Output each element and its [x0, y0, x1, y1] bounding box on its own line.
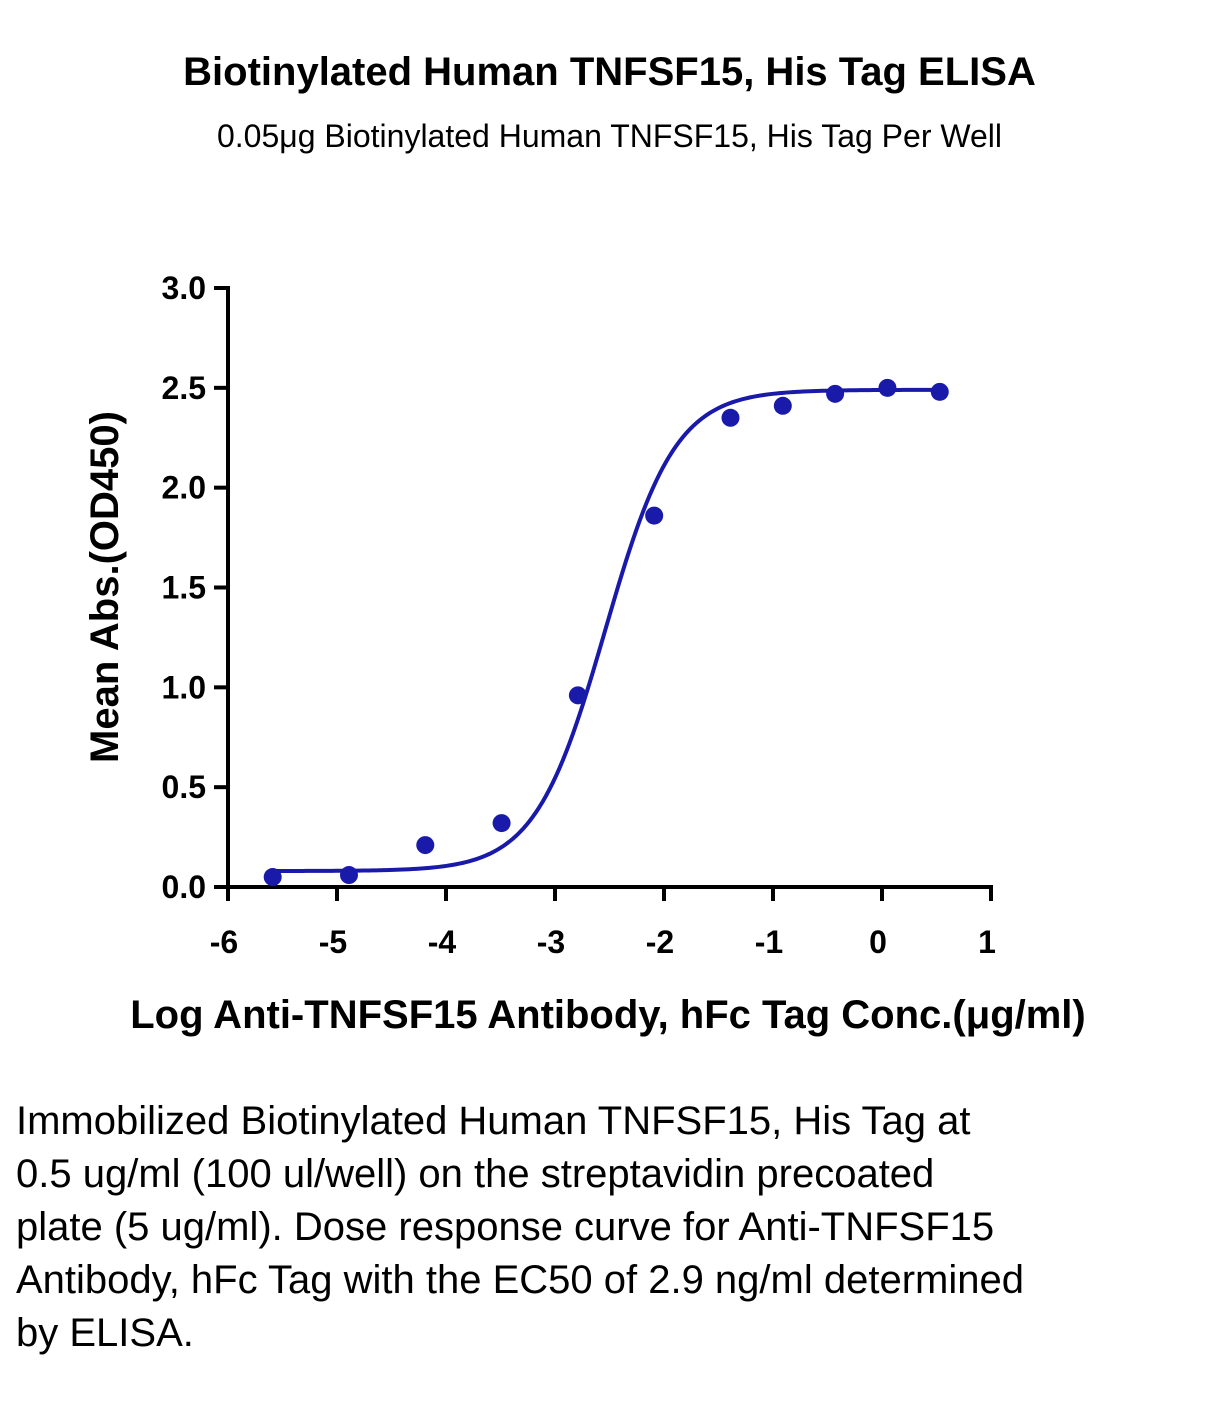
data-point	[416, 836, 435, 855]
x-tick-label: -5	[319, 924, 347, 960]
x-tick-label: 1	[978, 924, 996, 960]
x-tick-label: -1	[755, 924, 783, 960]
chart-title: Biotinylated Human TNFSF15, His Tag ELIS…	[183, 50, 1036, 94]
x-tick-label: -6	[210, 924, 238, 960]
fit-curve-line	[272, 387, 940, 873]
y-axis-title: Mean Abs.(OD450)	[83, 411, 127, 763]
chart-subtitle: 0.05μg Biotinylated Human TNFSF15, His T…	[216, 118, 1002, 154]
y-tick-label: 0.0	[162, 869, 206, 905]
x-axis-title: Log Anti-TNFSF15 Antibody, hFc Tag Conc.…	[130, 993, 1086, 1037]
y-tick-label: 0.5	[162, 769, 206, 805]
data-point	[263, 868, 282, 887]
data-point	[339, 866, 358, 885]
data-point	[773, 396, 792, 415]
y-tick-label: 3.0	[162, 270, 206, 306]
figure-caption: Immobilized Biotinylated Human TNFSF15, …	[16, 1099, 1024, 1355]
y-tick-label: 2.0	[162, 470, 206, 506]
y-tick-label: 1.0	[162, 669, 206, 705]
fit-curve-layer	[272, 387, 940, 873]
data-point	[721, 408, 740, 427]
data-point	[878, 378, 897, 397]
axes: 0.0 0.5 1.0 1.5 2.0 2.5 3.0 -6 -5 -4 -3 -2 -1 0 1	[162, 270, 996, 960]
data-point	[930, 382, 949, 401]
x-tick-label: -2	[646, 924, 674, 960]
y-tick-label: 1.5	[162, 570, 206, 606]
x-tick-label: -4	[428, 924, 457, 960]
elisa-chart: 0.0 0.5 1.0 1.5 2.0 2.5 3.0 -6 -5 -4 -3 -2 -1 0 1 Mean…	[83, 270, 1086, 1037]
x-tick-label: 0	[869, 924, 887, 960]
data-point	[492, 814, 511, 833]
y-tick-label: 2.5	[162, 370, 206, 406]
data-point	[568, 686, 587, 705]
x-tick-label: -3	[537, 924, 565, 960]
data-points-layer	[263, 378, 949, 887]
data-point	[645, 506, 664, 525]
data-point	[826, 384, 845, 403]
